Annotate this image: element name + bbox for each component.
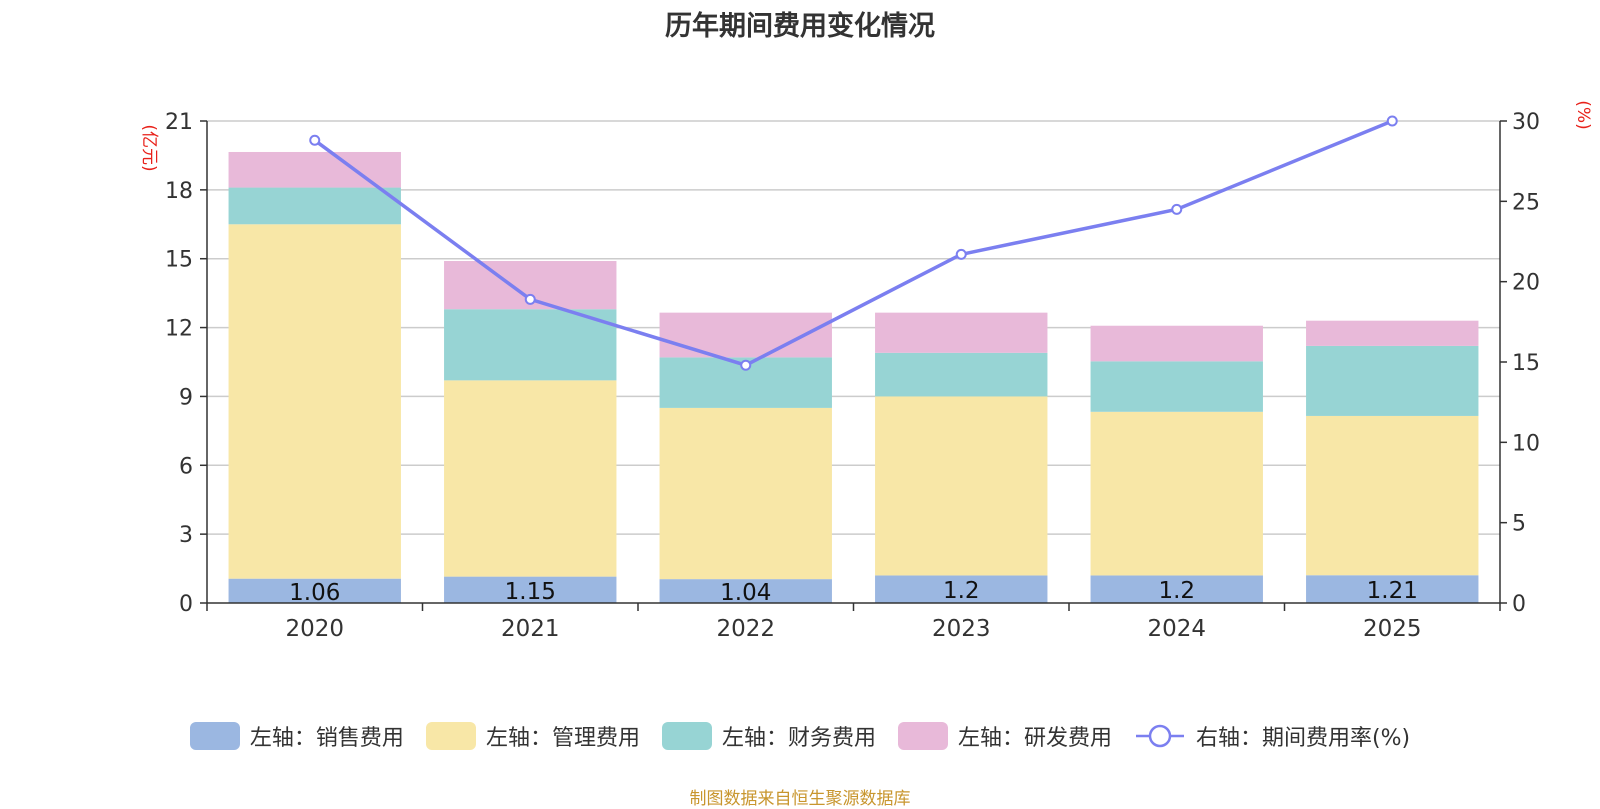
left-axis-tick-label: 21 xyxy=(165,110,193,135)
bar-segment-1 xyxy=(1306,415,1479,576)
legend-swatch xyxy=(897,722,948,750)
legend-item[interactable]: 左轴：财务费用 xyxy=(661,720,876,752)
right-axis-tick-label: 25 xyxy=(1512,190,1540,215)
left-axis-tick-label: 18 xyxy=(165,179,193,204)
rate-point xyxy=(955,248,967,260)
bar-data-label: 1.04 xyxy=(720,580,771,606)
bar-segment-1 xyxy=(1090,411,1263,576)
bar-segment-1 xyxy=(659,407,832,580)
bar-data-label: 1.2 xyxy=(943,578,980,604)
bar-data-label: 1.15 xyxy=(505,579,556,605)
left-axis-tick-label: 9 xyxy=(179,385,193,410)
data-source: 制图数据来自恒生聚源数据库 xyxy=(689,789,911,809)
right-axis-tick-label: 5 xyxy=(1512,512,1526,537)
bar-segment-0 xyxy=(1090,575,1263,603)
bar-segment-0 xyxy=(875,575,1048,603)
bar-segment-0 xyxy=(228,578,401,603)
bar-segment-0 xyxy=(659,579,832,603)
legend-swatch xyxy=(661,722,712,750)
legend-line-circle-icon xyxy=(1135,724,1184,748)
legend-swatch xyxy=(189,722,240,750)
left-axis-tick-label: 0 xyxy=(179,592,193,617)
x-axis-tick-label: 2020 xyxy=(285,616,344,642)
left-axis-tick-label: 6 xyxy=(179,454,193,479)
legend-label: 左轴：研发费用 xyxy=(957,726,1112,751)
legend-label: 右轴：期间费用率(%) xyxy=(1195,726,1411,751)
legend: 左轴：销售费用 左轴：管理费用 左轴：财务费用 左轴：研发费用 右轴：期间费用率(%) xyxy=(0,720,1600,752)
bar-segment-3 xyxy=(1090,325,1263,362)
chart-title: 历年期间费用变化情况 xyxy=(665,11,935,42)
rate-point xyxy=(524,293,536,305)
bar-segment-2 xyxy=(228,187,401,225)
legend-swatch xyxy=(425,722,476,750)
right-axis-tick-label: 10 xyxy=(1512,431,1540,456)
x-axis-tick-label: 2024 xyxy=(1147,616,1206,642)
rate-point xyxy=(1386,115,1398,127)
right-axis-title: (%) xyxy=(1573,100,1593,129)
legend-label: 左轴：销售费用 xyxy=(249,726,404,751)
left-axis-tick-label: 3 xyxy=(179,523,193,548)
legend-item[interactable]: 左轴：研发费用 xyxy=(897,720,1112,752)
left-axis-tick-label: 15 xyxy=(165,248,193,273)
bar-data-label: 1.2 xyxy=(1158,578,1195,604)
bar-segment-2 xyxy=(1090,361,1263,412)
x-axis-tick-label: 2021 xyxy=(501,616,560,642)
bar-segment-3 xyxy=(1306,320,1479,346)
x-axis-tick-label: 2023 xyxy=(932,616,991,642)
bar-data-label: 1.06 xyxy=(289,580,340,606)
legend-item[interactable]: 左轴：管理费用 xyxy=(425,720,640,752)
rate-point xyxy=(309,134,321,146)
bar-segment-1 xyxy=(228,224,401,579)
bar-segment-2 xyxy=(875,352,1048,397)
x-axis-tick-label: 2022 xyxy=(716,616,775,642)
bar-segment-3 xyxy=(875,312,1048,353)
rate-line xyxy=(313,119,1393,368)
legend-item[interactable]: 右轴：期间费用率(%) xyxy=(1134,720,1410,752)
legend-label: 左轴：财务费用 xyxy=(721,726,876,751)
bar-segment-0 xyxy=(1306,575,1479,603)
right-axis-tick-label: 15 xyxy=(1512,351,1540,376)
bar-segment-0 xyxy=(444,576,617,603)
bar-segment-2 xyxy=(1306,345,1479,416)
right-axis-tick-label: 20 xyxy=(1512,271,1540,296)
right-axis-tick-label: 0 xyxy=(1512,592,1526,617)
right-axis-tick-label: 30 xyxy=(1512,110,1540,135)
rate-point xyxy=(740,359,752,371)
bar-segment-2 xyxy=(444,309,617,381)
left-axis-title: (亿元) xyxy=(139,124,159,171)
bar-segment-3 xyxy=(228,151,401,188)
left-axis-tick-label: 12 xyxy=(165,317,193,342)
bar-segment-1 xyxy=(875,396,1048,576)
bar-segment-1 xyxy=(444,380,617,577)
x-axis-tick-label: 2025 xyxy=(1363,616,1422,642)
bar-data-label: 1.21 xyxy=(1367,578,1418,604)
legend-item[interactable]: 左轴：销售费用 xyxy=(189,720,404,752)
legend-label: 左轴：管理费用 xyxy=(485,726,640,751)
rate-point xyxy=(1171,203,1183,215)
